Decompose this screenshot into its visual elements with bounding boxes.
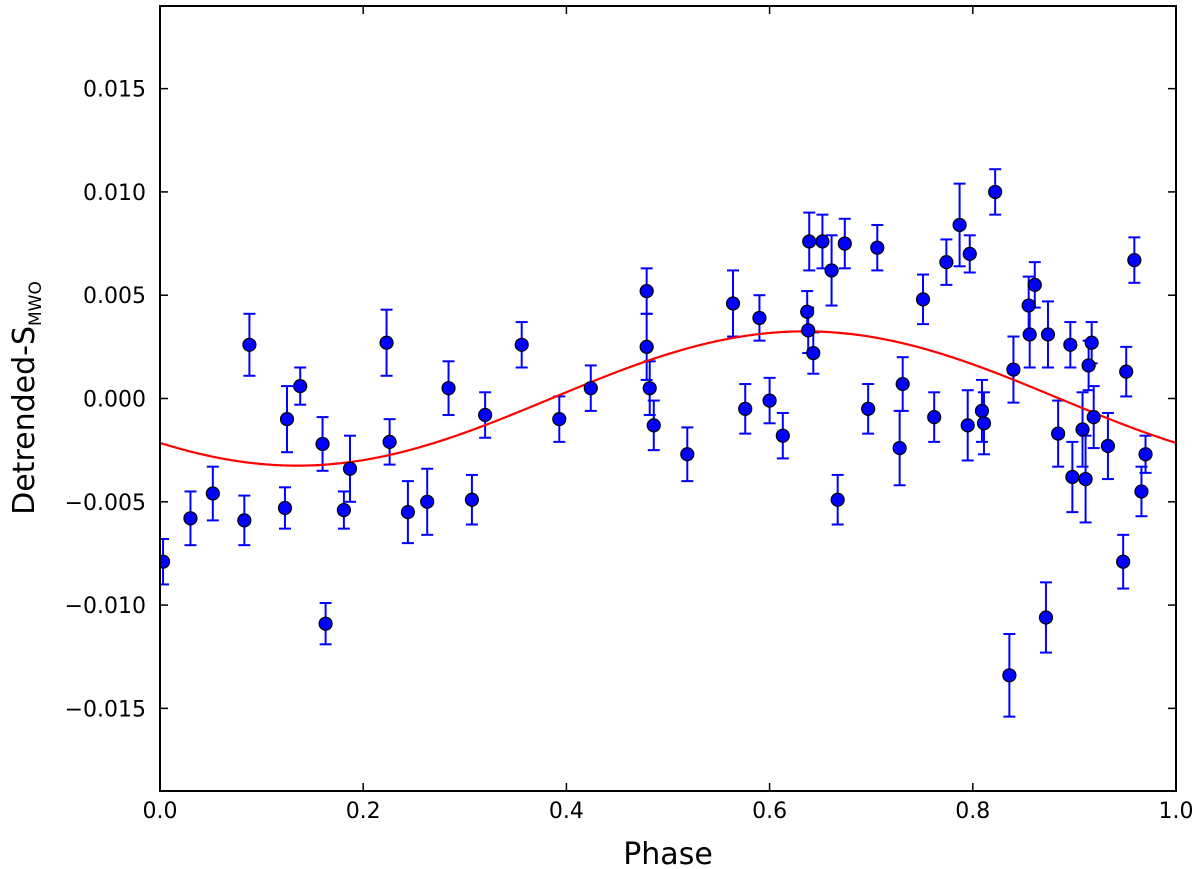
x-tick-label: 0.6 — [752, 799, 787, 824]
data-point — [583, 381, 598, 396]
data-point — [646, 418, 661, 433]
y-tick-label: −0.005 — [65, 491, 146, 516]
data-point — [318, 616, 333, 631]
data-point — [939, 255, 954, 270]
data-point — [420, 494, 435, 509]
y-tick-label: −0.015 — [65, 697, 146, 722]
data-point — [342, 461, 358, 476]
y-tick-label: 0.005 — [83, 284, 146, 309]
data-point — [1119, 364, 1134, 379]
data-point — [336, 502, 351, 518]
data-point — [400, 505, 416, 520]
data-point — [962, 246, 977, 261]
data-point — [1065, 469, 1080, 485]
data-point — [915, 292, 931, 307]
data-point — [1040, 327, 1056, 342]
data-point — [1081, 358, 1096, 373]
y-axis-label-main: Detrended-S — [7, 326, 42, 515]
data-point — [738, 401, 753, 416]
data-point — [279, 412, 295, 427]
data-point — [725, 296, 741, 311]
x-tick-label: 0.8 — [955, 799, 990, 824]
data-point — [1021, 298, 1036, 313]
data-point — [802, 234, 817, 249]
x-tick-label: 0.0 — [143, 799, 178, 824]
data-point — [478, 407, 493, 423]
data-point — [1075, 422, 1090, 437]
data-point — [775, 428, 790, 443]
data-point — [1086, 409, 1101, 425]
data-point — [927, 409, 942, 425]
data-point — [988, 184, 1003, 200]
data-point — [1002, 668, 1017, 683]
data-point — [464, 492, 480, 507]
data-point — [762, 393, 777, 408]
data-point — [514, 337, 529, 352]
y-tick-label: 0.010 — [83, 181, 146, 206]
data-point — [870, 240, 885, 255]
plot-frame — [159, 5, 1177, 792]
data-point — [205, 486, 220, 501]
data-point — [806, 345, 821, 361]
y-axis-label-subscript: MWO — [26, 281, 46, 326]
data-point — [861, 401, 876, 416]
data-point — [815, 234, 830, 249]
x-tick-label: 0.4 — [549, 799, 584, 824]
data-point — [801, 323, 816, 338]
data-point — [824, 263, 839, 278]
data-point — [830, 492, 845, 507]
data-point — [974, 403, 990, 418]
y-tick-labels: −0.015 −0.010 −0.005 0.000 0.005 0.010 0.015 — [65, 78, 146, 723]
x-axis-label: Phase — [623, 837, 713, 869]
x-tick-label: 1.0 — [1159, 799, 1194, 824]
data-point — [1134, 484, 1149, 499]
data-point — [315, 436, 330, 452]
data-point — [895, 376, 910, 392]
y-tick-label: −0.010 — [65, 594, 146, 619]
data-point — [1063, 337, 1078, 352]
y-tick-label: 0.015 — [83, 78, 146, 103]
data-points — [160, 184, 1153, 683]
data-point — [1051, 426, 1066, 441]
data-point — [976, 416, 992, 431]
data-point — [800, 304, 815, 319]
data-point — [837, 236, 852, 251]
data-point — [1027, 277, 1042, 292]
data-point — [952, 217, 967, 233]
data-point — [1127, 252, 1142, 268]
data-point — [1022, 327, 1037, 342]
data-point — [183, 511, 198, 526]
data-point — [639, 283, 654, 299]
data-point — [237, 513, 252, 528]
data-point — [1084, 335, 1099, 350]
data-point — [680, 447, 695, 462]
data-point — [960, 418, 975, 433]
data-point — [552, 412, 567, 427]
data-point — [242, 337, 257, 352]
data-point — [277, 500, 293, 516]
data-point — [1006, 362, 1021, 377]
data-point — [1078, 471, 1093, 487]
data-point — [1038, 610, 1054, 625]
data-point — [642, 381, 657, 396]
x-tick-labels: 0.0 0.2 0.4 0.6 0.8 1.0 — [143, 799, 1194, 824]
fit-curve — [160, 330, 1176, 467]
data-point — [441, 381, 456, 396]
y-axis-label: Detrended-SMWO — [7, 281, 46, 515]
y-tick-label: 0.000 — [83, 388, 146, 413]
data-point — [1116, 554, 1131, 569]
data-point — [1100, 438, 1116, 454]
data-point — [160, 554, 171, 569]
data-point — [379, 335, 394, 350]
data-point — [752, 310, 767, 326]
data-point — [639, 339, 654, 354]
x-tick-label: 0.2 — [346, 799, 381, 824]
data-point — [892, 440, 907, 456]
data-point — [1138, 447, 1153, 462]
data-point — [293, 379, 308, 394]
data-point — [382, 434, 397, 449]
